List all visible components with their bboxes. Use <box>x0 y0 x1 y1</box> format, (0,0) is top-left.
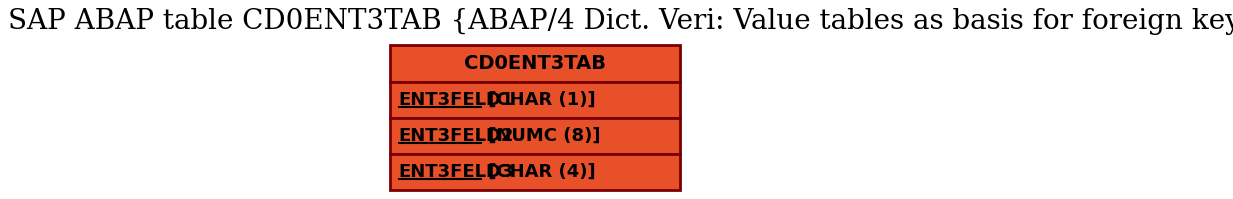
Text: [CHAR (1)]: [CHAR (1)] <box>482 91 596 109</box>
Text: CD0ENT3TAB: CD0ENT3TAB <box>464 54 605 73</box>
Bar <box>390 118 681 154</box>
Bar <box>390 82 681 118</box>
Text: ENT3FELD3: ENT3FELD3 <box>398 163 513 181</box>
Text: SAP ABAP table CD0ENT3TAB {ABAP/4 Dict. Veri: Value tables as basis for foreign : SAP ABAP table CD0ENT3TAB {ABAP/4 Dict. … <box>7 8 1233 35</box>
Bar <box>390 45 681 82</box>
Text: [NUMC (8)]: [NUMC (8)] <box>482 127 600 145</box>
Text: ENT3FELD1: ENT3FELD1 <box>398 91 513 109</box>
Text: ENT3FELD2: ENT3FELD2 <box>398 127 513 145</box>
Bar <box>390 154 681 190</box>
Text: [CHAR (4)]: [CHAR (4)] <box>482 163 596 181</box>
